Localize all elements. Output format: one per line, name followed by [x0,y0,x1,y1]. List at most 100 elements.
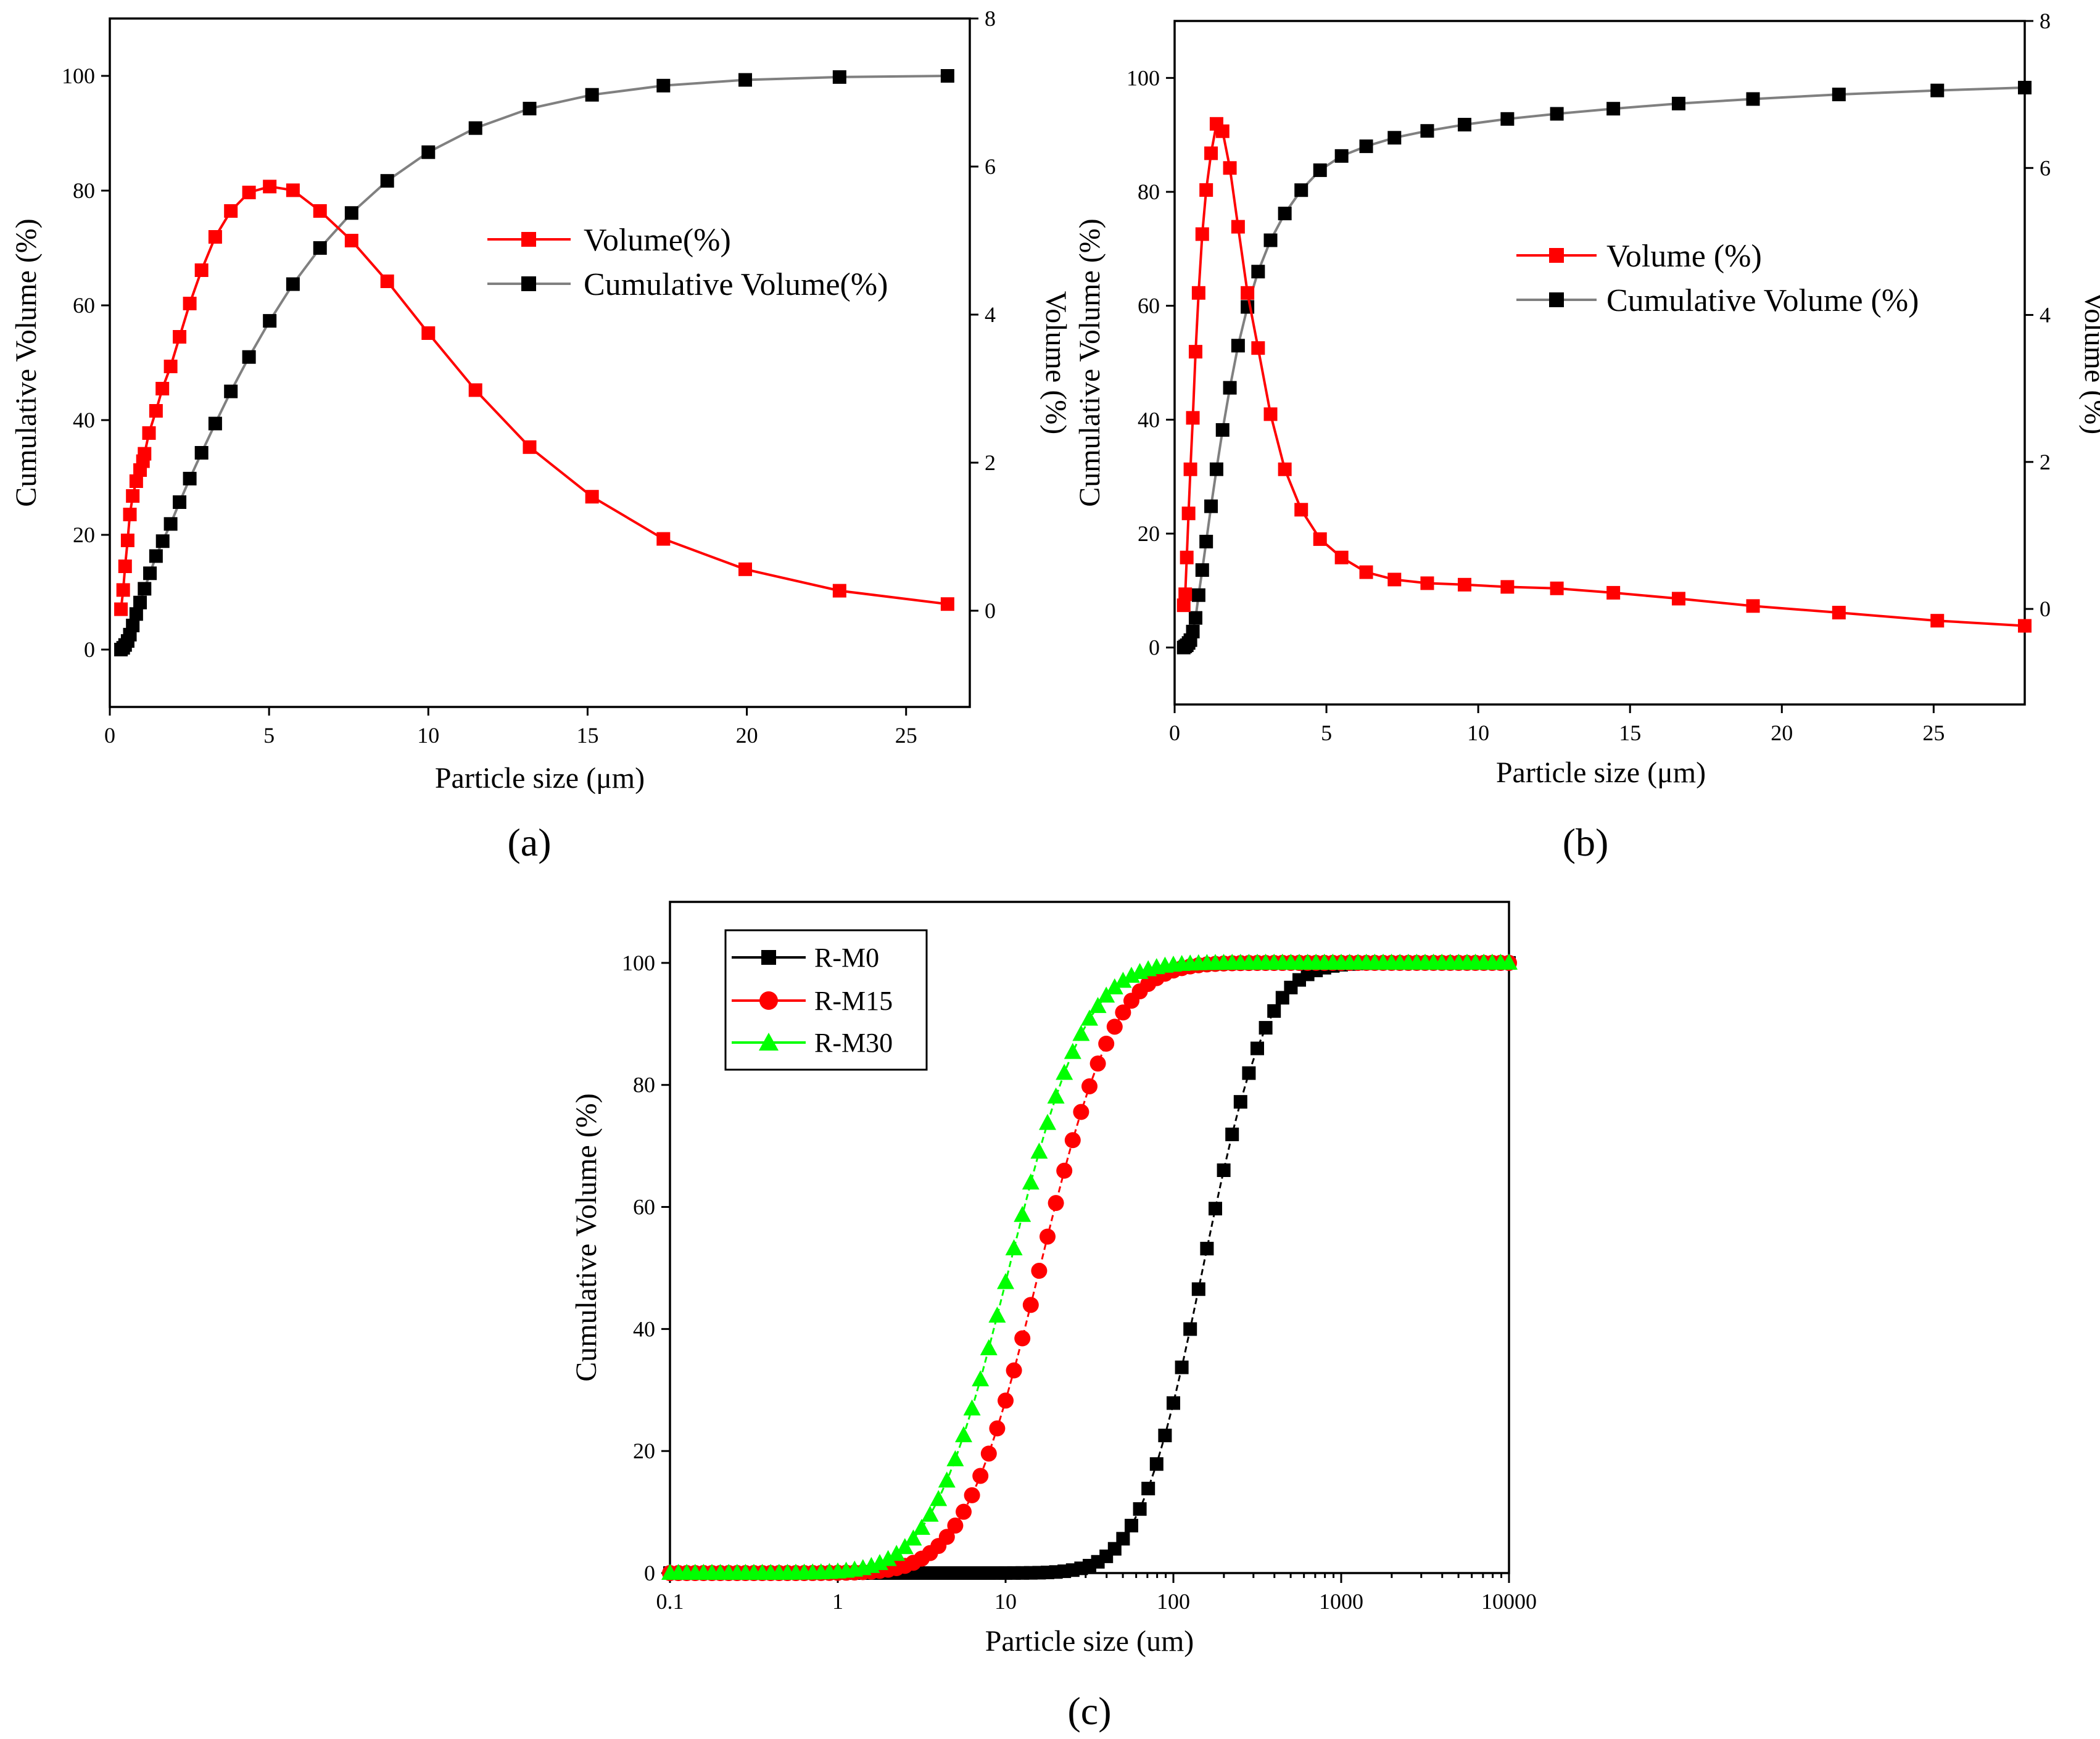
point-b-1-12 [1215,423,1230,437]
point-a-1-7 [133,595,147,609]
x-axis-c: 0.1 1 10 100 1000 10000 [656,1573,1537,1614]
point-a-0-15 [183,297,197,310]
x-tick-label-b-3: 15 [1619,721,1641,745]
point-b-1-28 [1606,102,1621,116]
y-right-tick-label-b-3: 6 [2040,155,2051,180]
plot-frame-c [669,901,1510,1574]
point-c-1-50 [1081,1078,1098,1094]
point-b-0-9 [1199,183,1213,197]
y-left-tick-label-b-0: 0 [1149,635,1160,660]
point-b-1-27 [1550,107,1564,121]
point-c-2-52 [1098,986,1115,1003]
x-tick-label-a-0: 0 [104,723,115,748]
legend-label-rm0: R-M0 [814,943,879,973]
y-axis-right-title-a: Volume (%) [1040,291,1072,434]
legend-label-volume-a: Volume(%) [584,223,731,258]
y-left-tick-label-b-2: 40 [1138,407,1160,432]
point-c-0-67 [1225,1127,1239,1141]
point-b-0-2 [1180,550,1194,564]
point-a-0-0 [114,602,128,616]
point-a-0-4 [123,508,137,521]
point-a-1-13 [173,495,187,509]
point-b-0-27 [1550,581,1564,595]
legend-label-rm30: R-M30 [814,1028,893,1058]
point-b-1-21 [1334,149,1349,163]
point-b-0-33 [2018,619,2032,633]
point-c-0-56 [1133,1502,1147,1516]
legend-label-cumulative-a: Cumulative Volume(%) [584,267,888,302]
legend-marker-rm30 [759,1033,779,1051]
x-axis-title-c: Particle size (um) [985,1625,1194,1658]
point-c-2-33 [938,1471,956,1488]
y-axis-title-c: Cumulative Volume (%) [570,1093,603,1382]
point-b-0-13 [1223,161,1237,175]
point-b-0-6 [1188,345,1202,359]
point-b-0-24 [1420,576,1434,590]
point-b-0-23 [1387,572,1402,587]
x-tick-label-a-4: 20 [736,723,758,748]
point-a-0-12 [155,382,170,395]
x-tick-label-c-1: 1 [832,1589,843,1614]
point-b-0-26 [1500,580,1515,594]
point-b-0-32 [1930,614,1945,628]
point-a-0-11 [149,404,163,418]
point-c-0-61 [1175,1360,1189,1374]
point-b-1-33 [2018,81,2032,95]
panel-label-c: (c) [1067,1689,1111,1733]
plot-frame-a [109,17,971,708]
legend-marker-volume-b [1549,248,1564,263]
y-tick-label-c-5: 100 [622,951,655,975]
point-b-1-5 [1186,624,1200,638]
y-left-tick-label-a-3: 60 [73,293,95,318]
point-b-0-4 [1183,462,1197,476]
point-c-2-45 [1039,1113,1056,1130]
x-tick-label-c-5: 10000 [1481,1589,1537,1614]
point-b-0-8 [1195,227,1209,241]
point-a-1-26 [523,102,537,116]
point-c-2-35 [955,1426,972,1442]
x-tick-label-b-1: 5 [1321,721,1332,745]
point-b-0-22 [1359,565,1373,579]
chart-panel-a: 0 5 10 15 20 25 0 20 40 60 80 100 0 2 4 6 8 Particle s… [10,6,1072,864]
point-a-1-19 [263,314,277,328]
point-a-1-8 [138,582,152,596]
point-c-1-47 [1056,1162,1073,1179]
point-b-1-7 [1191,588,1205,602]
point-b-1-26 [1500,112,1515,126]
point-c-2-30 [913,1518,930,1535]
point-c-2-31 [921,1505,939,1522]
point-a-1-11 [155,534,170,548]
y-tick-label-c-1: 20 [633,1439,655,1463]
point-b-1-9 [1199,534,1213,548]
point-c-0-69 [1242,1066,1256,1080]
x-tick-label-a-3: 15 [576,723,598,748]
legend-c: R-M0 R-M15 R-M30 [724,929,928,1071]
point-a-1-22 [344,206,358,220]
x-tick-label-a-1: 5 [263,723,275,748]
point-a-0-32 [940,597,954,611]
point-c-1-54 [1115,1004,1131,1021]
point-b-0-29 [1671,592,1685,606]
point-a-1-6 [129,607,143,621]
y-axis-right-b: 0 2 4 6 8 [2025,9,2051,621]
point-b-1-23 [1387,131,1402,145]
point-a-0-3 [120,534,134,547]
point-b-0-28 [1606,585,1621,600]
x-tick-label-c-2: 10 [994,1589,1017,1614]
x-tick-label-b-2: 10 [1467,721,1489,745]
point-a-1-25 [468,121,482,135]
y-axis-right-a: 0 2 4 6 8 [970,6,996,623]
point-c-2-42 [1014,1205,1031,1222]
y-left-tick-label-b-5: 100 [1126,65,1160,90]
point-b-0-20 [1313,532,1327,546]
point-c-2-100 [1500,953,1518,970]
point-b-1-29 [1671,96,1685,110]
legend-label-cumulative-b: Cumulative Volume (%) [1606,283,1919,318]
point-a-1-29 [738,73,753,87]
point-c-2-44 [1030,1142,1048,1159]
point-c-1-37 [972,1468,989,1484]
y-right-tick-label-a-0: 0 [985,598,996,623]
y-left-tick-label-b-4: 80 [1138,180,1160,204]
x-tick-label-b-0: 0 [1169,721,1180,745]
y-left-tick-label-b-1: 20 [1138,521,1160,546]
